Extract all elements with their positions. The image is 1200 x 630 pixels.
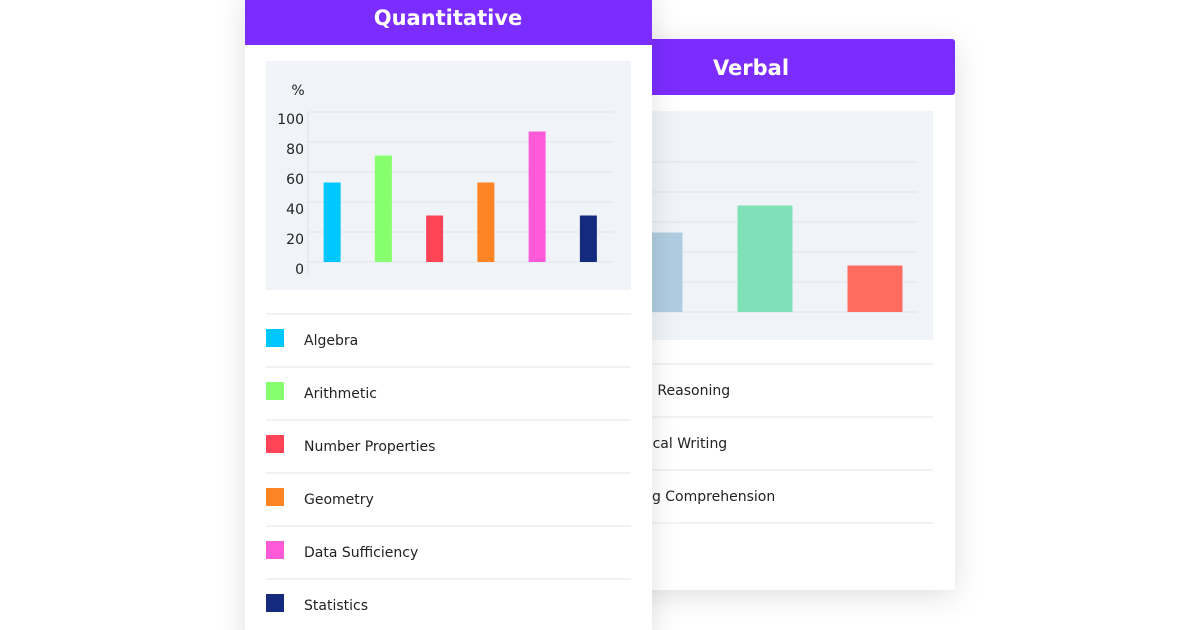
card-header [245,0,652,45]
bar [323,182,341,262]
y-tick-label: 0 [295,262,304,278]
chart-bg [266,61,631,290]
legend-label: Geometry [304,492,374,508]
bar [477,182,495,262]
legend-label: Arithmetic [304,386,377,402]
legend-swatch [266,435,284,453]
legend-label: Data Sufficiency [304,545,418,561]
y-axis-label: % [291,83,304,99]
legend-swatch [266,329,284,347]
y-tick-label: 100 [277,112,304,128]
legend-swatch [266,541,284,559]
quantitative-card: Quantitative % 0 20 40 60 80 100 Algebra Arithm… [245,0,652,630]
bar [426,215,444,262]
bar [528,131,546,262]
card-title: Verbal [713,56,789,80]
y-tick-label: 20 [286,232,304,248]
y-tick-label: 60 [286,172,304,188]
bar [737,205,793,312]
legend-swatch [266,594,284,612]
legend-label: Statistics [304,598,368,614]
y-tick-label: 40 [286,202,304,218]
legend-label: Algebra [304,333,358,349]
legend-swatch [266,488,284,506]
bar [579,215,597,262]
bar [374,155,392,262]
legend-swatch [266,382,284,400]
card-title: Quantitative [374,6,523,30]
y-tick-label: 80 [286,142,304,158]
legend-label: Number Properties [304,439,435,455]
bar [847,265,903,312]
